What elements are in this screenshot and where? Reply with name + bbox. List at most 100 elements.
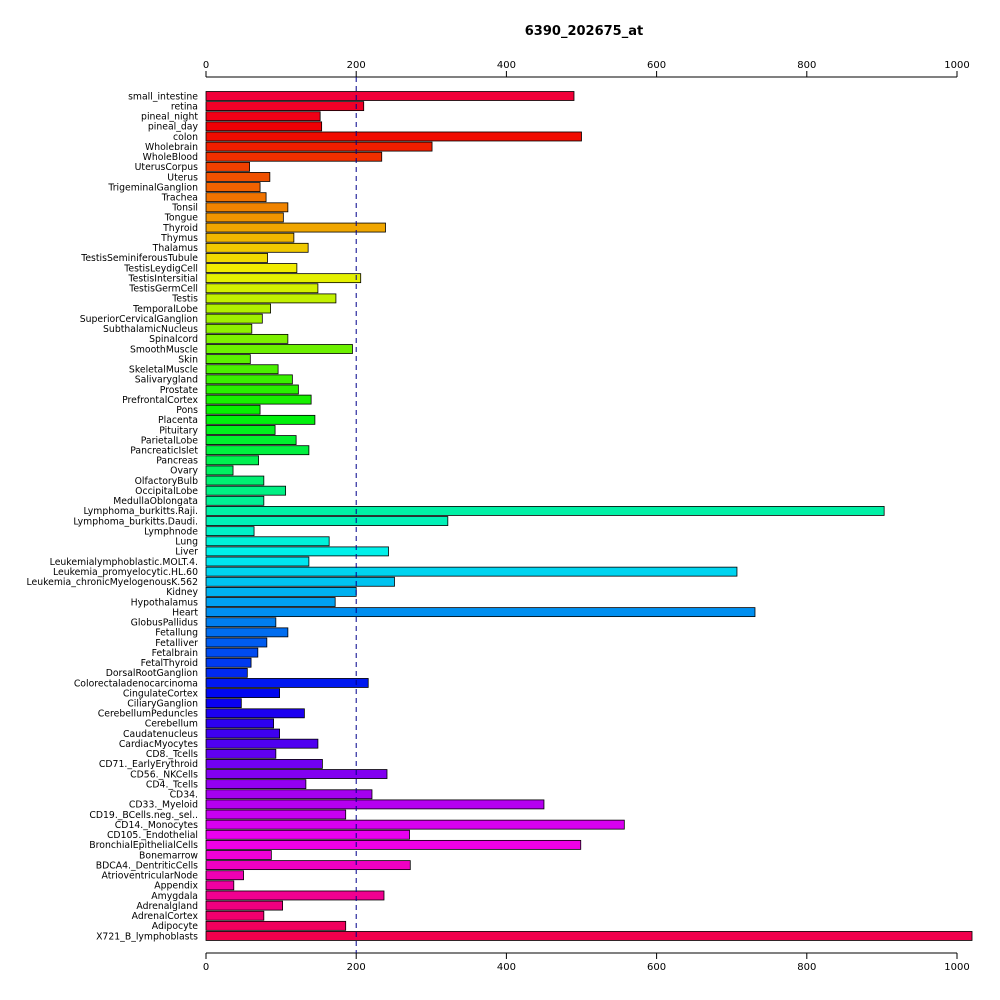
bar-3	[205, 121, 323, 132]
bar-62	[205, 718, 274, 729]
bar-65	[205, 748, 277, 759]
category-label-48: Leukemia_chronicMyelogenousK.562	[26, 577, 198, 588]
category-label-39: OccipitalLobe	[135, 486, 198, 497]
bar-37	[205, 465, 234, 476]
bar-34	[205, 435, 297, 445]
category-label-34: ParietalLobe	[141, 435, 199, 446]
category-label-57: DorsalRootGanglion	[106, 668, 198, 679]
bar-48	[205, 576, 395, 587]
bar-36	[205, 455, 259, 466]
category-label-61: CerebellumPeduncles	[98, 709, 198, 720]
category-label-23: SubthalamicNucleus	[103, 324, 198, 335]
bar-76	[205, 860, 411, 871]
bar-53	[205, 627, 289, 638]
bar-29	[205, 384, 299, 395]
category-label-62: Cerebellum	[145, 719, 198, 730]
bar-45	[205, 546, 389, 557]
bar-82	[205, 920, 347, 931]
bar-61	[205, 708, 305, 719]
bar-5	[205, 141, 433, 152]
category-label-52: GlobusPallidus	[131, 618, 199, 629]
category-label-60: CiliaryGanglion	[127, 699, 198, 710]
category-label-58: Colorectaladenocarcinoma	[74, 678, 198, 689]
category-label-53: Fetallung	[155, 628, 198, 639]
bar-13	[205, 222, 386, 233]
category-label-81: AdrenalCortex	[132, 911, 199, 922]
category-label-14: Thymus	[160, 233, 198, 244]
bar-7	[205, 161, 250, 172]
tick-label: 400	[497, 60, 516, 71]
category-label-75: Bonemarrow	[139, 850, 198, 861]
category-label-35: PancreaticIslet	[130, 446, 198, 457]
top-x-axis: 0 200 400 600 800 1000	[203, 60, 970, 78]
bar-58	[205, 678, 369, 688]
bar-15	[205, 242, 309, 253]
category-label-24: Spinalcord	[149, 334, 198, 345]
category-label-65: CD8._Tcells	[146, 749, 198, 760]
bar-10	[205, 192, 267, 203]
bars	[205, 91, 973, 941]
bar-30	[205, 394, 312, 405]
category-label-76: BDCA4._DentriticCells	[96, 860, 198, 871]
bar-25	[205, 344, 353, 354]
bar-70	[205, 799, 545, 810]
category-label-20: Testis	[171, 294, 198, 305]
category-label-28: Salivarygland	[135, 375, 198, 386]
category-label-74: BronchialEpithelialCells	[89, 840, 198, 851]
bar-66	[205, 759, 323, 769]
category-label-30: PrefrontalCortex	[122, 395, 198, 406]
category-label-2: pineal_night	[141, 112, 198, 123]
bar-6	[205, 151, 383, 162]
category-label-50: Hypothalamus	[131, 597, 199, 608]
bar-11	[205, 202, 289, 213]
tick-label: 200	[347, 962, 366, 973]
category-label-38: OlfactoryBulb	[135, 476, 198, 487]
bar-50	[205, 597, 336, 607]
category-label-55: Fetalbrain	[152, 648, 198, 659]
bar-14	[205, 232, 295, 243]
bar-22	[205, 313, 263, 324]
bar-32	[205, 414, 316, 425]
bar-0	[205, 91, 575, 101]
category-label-22: SuperiorCervicalGanglion	[80, 314, 198, 325]
bar-9	[205, 182, 261, 192]
bar-74	[205, 839, 582, 850]
category-label-70: CD33._Myeloid	[129, 800, 198, 811]
category-label-10: Trachea	[161, 193, 198, 204]
category-label-17: TestisLeydigCell	[123, 263, 198, 274]
bar-38	[205, 475, 265, 486]
category-label-71: CD19._BCells.neg._sel..	[89, 810, 198, 821]
bar-21	[205, 303, 271, 314]
category-label-26: Skin	[178, 354, 198, 365]
bar-60	[205, 698, 242, 709]
tick-label: 0	[203, 60, 209, 71]
category-label-40: MedullaOblongata	[113, 496, 198, 507]
category-label-5: Wholebrain	[145, 142, 198, 153]
category-label-46: Leukemialymphoblastic.MOLT.4.	[50, 557, 198, 568]
tick-label: 1000	[944, 962, 969, 973]
category-label-49: Kidney	[166, 587, 198, 598]
category-labels: small_intestineretinapineal_nightpineal_…	[26, 91, 198, 942]
bar-43	[205, 526, 255, 537]
bar-41	[205, 506, 885, 516]
bar-12	[205, 212, 284, 223]
bar-54	[205, 637, 268, 648]
category-label-69: CD34.	[170, 790, 198, 801]
category-label-44: Lung	[175, 537, 198, 548]
category-label-9: TrigeminalGanglion	[107, 182, 198, 193]
bar-27	[205, 364, 279, 375]
bar-2	[205, 111, 321, 122]
bottom-x-axis: 0 200 400 600 800 1000	[203, 952, 970, 973]
tick-label: 0	[203, 962, 209, 973]
bar-71	[205, 809, 347, 820]
bar-31	[205, 404, 261, 415]
category-label-63: Caudatenucleus	[123, 729, 198, 740]
bar-68	[205, 779, 307, 790]
tick-label: 600	[647, 60, 666, 71]
category-label-67: CD56._NKCells	[130, 769, 198, 780]
bar-52	[205, 617, 277, 628]
category-label-77: AtrioventricularNode	[102, 871, 199, 882]
category-label-0: small_intestine	[128, 91, 198, 102]
bar-19	[205, 283, 319, 294]
